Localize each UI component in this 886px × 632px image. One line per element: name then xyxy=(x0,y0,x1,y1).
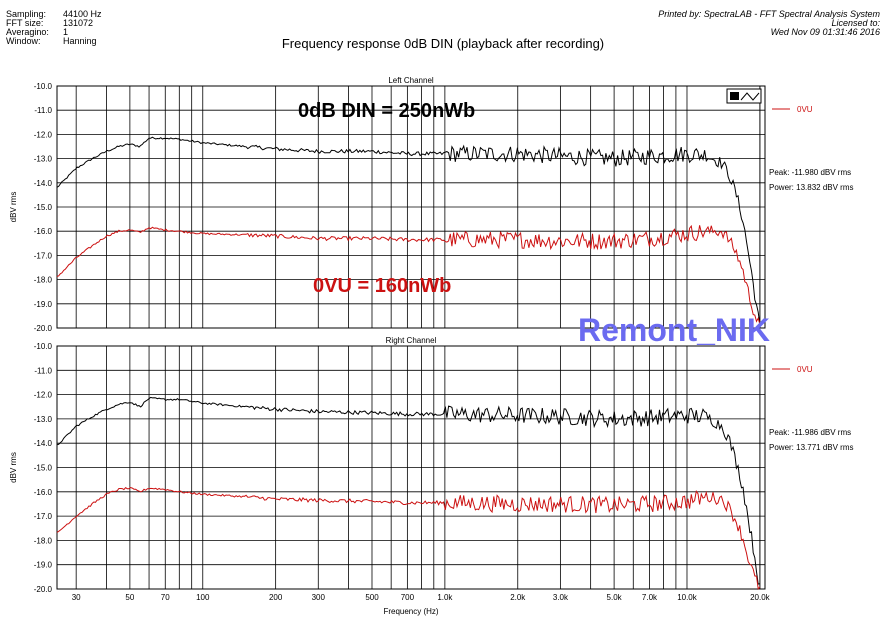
y-axis-label: dBV rms xyxy=(9,452,18,483)
series-line-0vu xyxy=(56,486,761,591)
y-tick-label: -10.0 xyxy=(34,82,53,91)
x-tick-label: 30 xyxy=(72,593,81,602)
page-title: Frequency response 0dB DIN (playback aft… xyxy=(281,36,605,51)
y-tick-label: -16.0 xyxy=(34,488,53,497)
y-tick-label: -11.0 xyxy=(34,366,52,375)
y-tick-label: -19.0 xyxy=(34,300,53,309)
setting-key: Window: xyxy=(6,36,41,46)
x-tick-label: 70 xyxy=(161,593,170,602)
y-tick-label: -14.0 xyxy=(34,439,53,448)
x-tick-label: 10.0k xyxy=(677,593,698,602)
y-tick-label: -10.0 xyxy=(34,342,53,351)
print-timestamp: Wed Nov 09 01:31:46 2016 xyxy=(770,27,880,37)
x-tick-label: 20.0k xyxy=(750,593,771,602)
x-tick-label: 1.0k xyxy=(437,593,453,602)
y-tick-label: -15.0 xyxy=(34,203,53,212)
chart-title: Left Channel xyxy=(388,76,434,85)
setting-row: Averagino: 1 xyxy=(6,28,102,37)
setting-row: Window: Hanning xyxy=(6,37,102,46)
y-tick-label: -16.0 xyxy=(34,227,53,236)
x-tick-label: 7.0k xyxy=(642,593,658,602)
x-tick-label: 5.0k xyxy=(607,593,623,602)
legend-label: 0VU xyxy=(797,365,813,374)
x-tick-label: 100 xyxy=(196,593,210,602)
chart-title: Right Channel xyxy=(386,336,437,345)
y-tick-label: -15.0 xyxy=(34,464,53,473)
y-tick-label: -13.0 xyxy=(34,415,53,424)
y-tick-label: -18.0 xyxy=(34,536,53,545)
chart-panel-left: Left Channel -10.0 -11.0 -12.0 -13.0 -14.0 -15… xyxy=(9,76,853,333)
printed-by: Printed by: SpectraLAB - FFT Spectral An… xyxy=(658,9,880,19)
y-tick-label: -12.0 xyxy=(34,391,53,400)
print-info: Printed by: SpectraLAB - FFT Spectral An… xyxy=(658,10,880,37)
mini-chart-icon-wave xyxy=(740,92,760,101)
y-tick-label: -14.0 xyxy=(34,179,53,188)
y-tick-label: -11.0 xyxy=(34,106,52,115)
y-tick-label: -12.0 xyxy=(34,130,53,139)
y-tick-label: -17.0 xyxy=(34,512,53,521)
setting-value: 44100 Hz xyxy=(63,9,102,19)
chart-panel-right: Right Channel -10.0 -11.0 -12.0 -13.0 -14.0 -1… xyxy=(9,336,853,616)
series-line-black xyxy=(56,396,761,585)
watermark-text: Remont_NIK xyxy=(578,312,770,348)
mini-chart-icon[interactable] xyxy=(726,88,762,104)
peak-readout: Peak: -11.980 dBV rms xyxy=(769,168,851,177)
setting-row: Sampling: 44100 Hz xyxy=(6,10,102,19)
x-tick-label: 500 xyxy=(365,593,379,602)
setting-value: 1 xyxy=(63,27,69,37)
annotation-0vu: 0VU = 160nWb xyxy=(313,275,451,297)
y-axis-label: dBV rms xyxy=(9,192,18,223)
annotation-0db-din: 0dB DIN = 250nWb xyxy=(298,100,475,122)
setting-key: FFT size: xyxy=(6,18,44,28)
power-readout: Power: 13.771 dBV rms xyxy=(769,443,853,452)
x-tick-label: 3.0k xyxy=(553,593,569,602)
setting-key: Sampling: xyxy=(6,9,47,19)
mini-chart-icon-block xyxy=(730,92,739,100)
series-line-0vu xyxy=(56,224,761,325)
licensed-to: Licensed to: xyxy=(831,18,880,28)
series-line-black xyxy=(56,136,761,325)
setting-row: FFT size: 131072 xyxy=(6,19,102,28)
x-tick-label: 700 xyxy=(401,593,415,602)
y-tick-label: -13.0 xyxy=(34,155,53,164)
analysis-settings: Sampling: 44100 Hz FFT size: 131072 Averag… xyxy=(6,10,102,46)
setting-key: Averagino: xyxy=(6,27,49,37)
x-tick-label: 2.0k xyxy=(510,593,526,602)
y-tick-label: -17.0 xyxy=(34,251,53,260)
x-axis-label: Frequency (Hz) xyxy=(383,607,438,616)
plot-frame xyxy=(56,85,766,329)
setting-value: 131072 xyxy=(63,18,94,28)
x-tick-label: 50 xyxy=(125,593,134,602)
power-readout: Power: 13.832 dBV rms xyxy=(769,183,853,192)
y-tick-label: -20.0 xyxy=(34,324,53,333)
x-tick-label: 300 xyxy=(312,593,326,602)
peak-readout: Peak: -11.986 dBV rms xyxy=(769,428,851,437)
y-tick-label: -18.0 xyxy=(34,276,53,285)
legend-label: 0VU xyxy=(797,105,813,114)
x-tick-label: 200 xyxy=(269,593,283,602)
plot-frame xyxy=(56,345,766,590)
y-tick-label: -20.0 xyxy=(34,585,53,594)
y-tick-label: -19.0 xyxy=(34,561,53,570)
setting-value: Hanning xyxy=(63,36,97,46)
